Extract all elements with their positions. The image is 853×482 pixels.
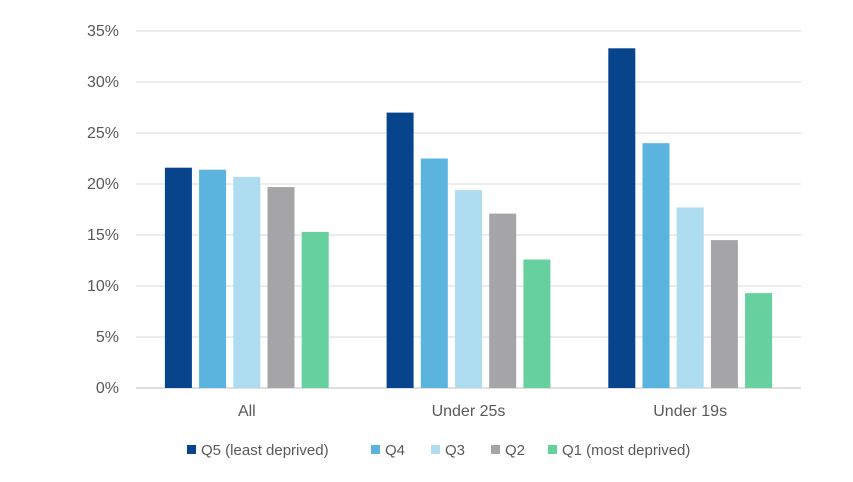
x-category-label: All [238, 403, 256, 420]
bar [489, 213, 517, 388]
bar [199, 169, 227, 388]
y-tick-label: 30% [87, 74, 119, 91]
y-tick-label: 5% [96, 329, 119, 346]
y-tick-label: 10% [87, 278, 119, 295]
legend-label: Q3 [445, 442, 465, 459]
bar [455, 190, 482, 388]
bar [642, 143, 670, 388]
x-axis: All Under 25s Under 19s [238, 403, 727, 420]
legend-swatch [371, 445, 380, 454]
legend-swatch [491, 445, 500, 454]
bar [233, 176, 261, 388]
legend-label: Q4 [385, 442, 405, 459]
bars [164, 48, 773, 389]
bar [608, 48, 636, 389]
legend-swatch [548, 445, 557, 454]
bar [710, 240, 738, 388]
bar [523, 259, 551, 388]
bar [420, 158, 448, 388]
bar [301, 231, 329, 388]
y-tick-label: 20% [87, 176, 119, 193]
bar [745, 293, 773, 388]
legend-label: Q1 (most deprived) [562, 442, 690, 459]
bar [164, 167, 192, 388]
x-category-label: Under 19s [653, 403, 727, 420]
x-category-label: Under 25s [432, 403, 506, 420]
y-axis: 0% 5% 10% 15% 20% 25% 30% 35% [87, 23, 119, 397]
bar [386, 112, 414, 388]
bar [267, 187, 295, 388]
y-tick-label: 0% [96, 380, 119, 397]
legend-label: Q5 (least deprived) [201, 442, 329, 459]
bar [676, 207, 704, 388]
legend: Q5 (least deprived) Q4 Q3 Q2 Q1 (most depriv… [187, 442, 690, 459]
y-tick-label: 15% [87, 227, 119, 244]
legend-label: Q2 [505, 442, 525, 459]
y-tick-label: 25% [87, 125, 119, 142]
legend-swatch [187, 445, 196, 454]
y-tick-label: 35% [87, 23, 119, 40]
legend-swatch [431, 445, 440, 454]
